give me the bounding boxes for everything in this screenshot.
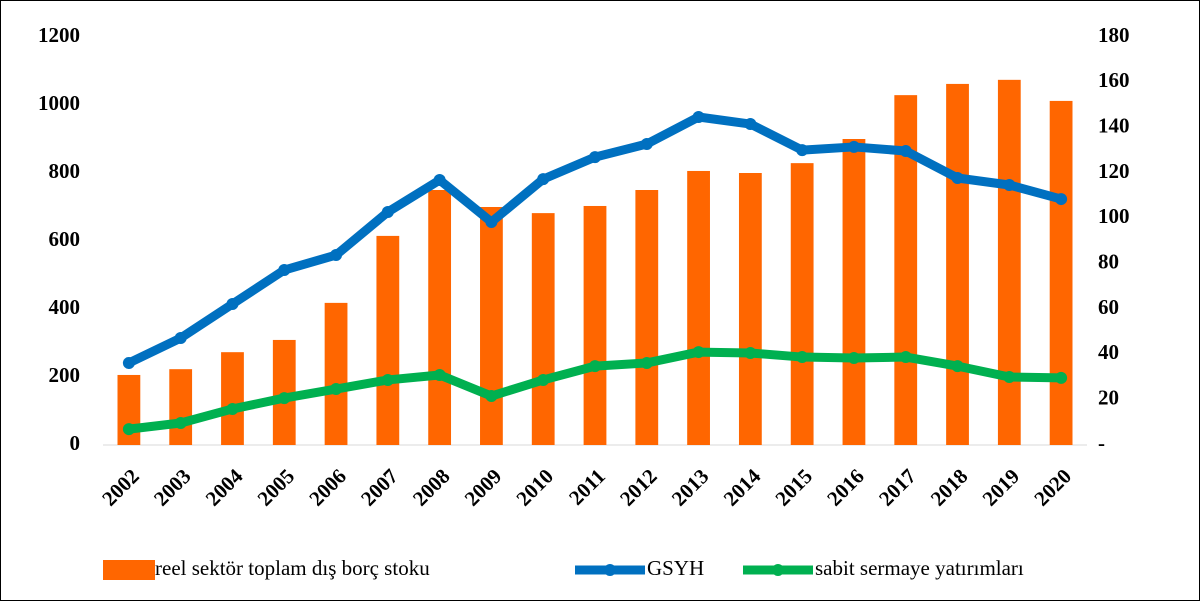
line-marker	[847, 351, 860, 364]
legend-swatch	[103, 560, 155, 580]
legend-label: sabit sermaye yatırımları	[815, 556, 1024, 580]
y-tick-label: 1000	[38, 91, 80, 115]
y2-tick-label: 160	[1098, 68, 1130, 92]
y2-tick-label: 180	[1098, 23, 1130, 47]
y2-tick-label: 60	[1098, 295, 1119, 319]
line-marker	[640, 137, 653, 150]
bar	[946, 83, 969, 446]
y2-tick-label: 140	[1098, 113, 1130, 137]
line-marker	[951, 360, 964, 373]
line-marker	[744, 118, 757, 131]
line-marker	[381, 205, 394, 218]
line-marker	[537, 173, 550, 186]
line-marker	[744, 346, 757, 359]
y-tick-label: 0	[70, 431, 81, 455]
line-marker	[278, 392, 291, 405]
line-marker	[278, 264, 291, 277]
line-marker	[1003, 179, 1016, 192]
line-marker	[433, 174, 446, 187]
bar	[376, 235, 400, 445]
y-tick-label: 400	[49, 295, 81, 319]
line-marker	[899, 351, 912, 364]
line-marker	[485, 215, 498, 228]
bar	[324, 302, 348, 445]
bar	[221, 352, 244, 445]
legend-swatch-marker	[772, 564, 784, 576]
bar	[635, 190, 659, 445]
bar	[842, 139, 866, 445]
bar	[169, 369, 193, 445]
line-marker	[330, 383, 343, 396]
line-marker	[433, 368, 446, 381]
line-marker	[537, 373, 550, 386]
line-marker	[796, 144, 809, 157]
line-marker	[226, 402, 239, 415]
bar	[687, 170, 710, 445]
bar	[583, 205, 607, 445]
line-marker	[847, 140, 860, 153]
line-marker	[1055, 193, 1068, 206]
bar	[997, 79, 1021, 445]
line-marker	[174, 417, 187, 430]
line-marker	[226, 298, 239, 311]
line-marker	[589, 360, 601, 373]
y2-tick-label: 80	[1098, 249, 1119, 273]
line-marker	[174, 332, 187, 345]
bar	[531, 213, 555, 445]
y-tick-label: 600	[49, 227, 81, 251]
legend-label: GSYH	[647, 556, 704, 580]
line-marker	[485, 390, 498, 403]
line-marker	[796, 351, 809, 364]
line-marker	[692, 346, 705, 359]
y2-tick-label: 100	[1098, 204, 1130, 228]
line-marker	[640, 356, 653, 369]
bar	[480, 207, 503, 445]
y-tick-label: 1200	[38, 23, 80, 47]
bar	[1049, 100, 1073, 446]
line-marker	[899, 145, 912, 158]
y2-tick-label: 40	[1098, 340, 1119, 364]
bar	[790, 163, 814, 445]
bar	[428, 190, 452, 445]
line-marker	[1003, 371, 1016, 383]
line-marker	[381, 373, 394, 386]
bar	[738, 173, 762, 445]
legend-swatch-marker	[604, 564, 616, 576]
line-marker	[692, 111, 705, 124]
y2-tick-label: 120	[1098, 159, 1130, 183]
y2-tick-label: -	[1098, 431, 1105, 455]
line-marker	[122, 423, 135, 436]
legend-label: reel sektör toplam dış borç stoku	[155, 556, 430, 580]
y-tick-label: 800	[49, 159, 81, 183]
y2-tick-label: 20	[1098, 385, 1119, 409]
line-marker	[122, 356, 135, 369]
y-tick-label: 200	[49, 363, 81, 387]
line-marker	[951, 171, 964, 184]
line-marker	[1055, 371, 1068, 384]
line-marker	[589, 151, 601, 164]
line-marker	[330, 249, 343, 262]
